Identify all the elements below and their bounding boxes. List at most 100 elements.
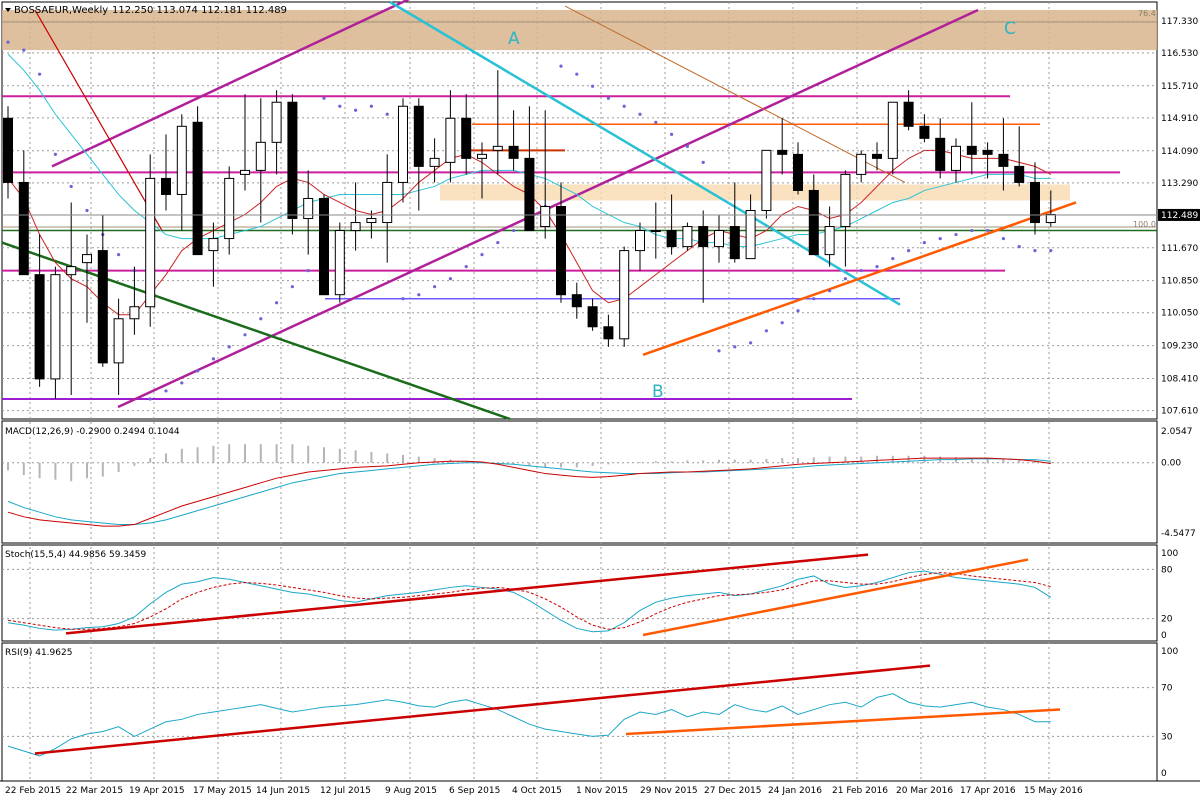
psar-dot [148,397,152,401]
x-tick-label: 6 Sep 2015 [449,786,500,796]
psar-dot [559,64,563,68]
axes: 22 Feb 2015 22 Mar 2015 19 Apr 2015 17 May … [2,8,1200,796]
chart-title: BOSSAEUR,Weekly [14,5,108,16]
candle-body [524,157,535,232]
candle-body [366,218,377,224]
x-tick-label: 27 Dec 2015 [704,786,762,796]
drawing-objects[interactable] [1,0,1157,421]
green-downtrend [1,241,511,421]
psar-dot [1001,236,1006,241]
panel-frame-macd [1,420,1158,544]
price-tick-label: 109.230 [1161,342,1198,352]
price-tick-label: 114.910 [1161,114,1198,124]
macd-tick-label: 2.0547 [1161,427,1193,437]
candle-body [619,250,630,340]
psar-dot [938,236,942,241]
candle-body [745,210,756,260]
candle-body [255,141,266,171]
candle-body [666,230,677,248]
fib-label-mid: 100.0 [1133,220,1156,229]
annotation-c: C [1004,19,1016,39]
stoch-d-line [7,572,1051,630]
candle-body [761,149,772,212]
price-tick-label: 108.410 [1161,375,1198,385]
psar-dot [164,389,168,393]
candle-body [935,137,946,171]
panel-frame-price [1,1,1158,420]
macd-signal-line [7,458,1051,526]
psar-dot [385,112,389,116]
candle-body [334,230,345,296]
candle-body [192,121,203,256]
current-price-label: 112.489 [1161,211,1198,221]
psar-dot [338,104,342,108]
macd-tick-label: 0.00 [1161,459,1181,469]
candle-body [856,153,867,175]
psar-dot [591,84,595,88]
candle-body [492,145,503,151]
psar-dot [1033,248,1037,253]
stoch-tick-label: 100 [1161,549,1178,559]
stoch-series [7,553,1052,637]
candle-body [350,222,361,232]
psar-dot [464,265,468,269]
psar-dot [117,253,121,257]
macd-title: MACD(12,26,9) -0.2900 0.2494 0.1044 [5,427,180,437]
price-tick-label: 107.610 [1161,407,1198,417]
psar-dot [812,297,816,301]
candle-body [129,306,140,320]
psar-dot [243,333,247,337]
grid-lines [2,2,1157,781]
panel-frame-rsi [1,642,1158,782]
psar-dot [749,341,753,345]
candle-body [682,226,693,248]
psar-dot [764,329,769,333]
candle-body [729,226,740,260]
psar-dot [511,228,516,233]
chevron-down-icon [5,8,11,12]
candle-body [603,326,614,340]
candle-body [556,205,566,296]
candle-body [3,117,13,183]
candle-body [903,101,914,127]
psar-dot [701,160,705,164]
psar-dot [986,228,990,233]
candle-body [824,226,835,256]
candle-body [224,177,235,240]
x-tick-label: 21 Feb 2016 [832,786,888,796]
psar-dot [780,321,784,325]
stoch-tick-label: 20 [1161,615,1173,625]
stoch-trendline-orange [642,558,1029,637]
psar-dot [796,309,800,313]
psar-dot [575,72,579,76]
psar-dot [970,228,974,233]
price-series [3,40,1056,401]
psar-dot [907,248,911,253]
candle-body [97,250,108,364]
fib-zone-mid [440,184,1070,201]
psar-dot [417,293,421,297]
candle-body [508,145,519,159]
rsi-line [7,693,1051,757]
candle-body [208,238,219,252]
candle-body [445,117,456,163]
panel-frames [0,1,1200,782]
x-tick-label: 14 Jun 2015 [256,786,310,796]
panel-frame-stoch [1,544,1158,642]
x-tick-label: 4 Oct 2015 [512,786,562,796]
psar-dot [211,357,215,361]
price-tick-label: 111.670 [1161,244,1198,254]
psar-dot [227,345,231,349]
x-tick-label: 24 Jan 2016 [768,786,822,796]
x-tick-label: 9 Aug 2015 [385,786,437,796]
rsi-tick-label: 30 [1161,732,1173,742]
candle-body [287,101,298,220]
rsi-series [7,664,1061,757]
psar-dot [717,349,721,353]
candle-body [176,125,187,195]
rsi-tick-label: 100 [1161,647,1178,657]
psar-dot [828,289,832,293]
rsi-title: RSI(9) 41.9625 [5,648,72,658]
